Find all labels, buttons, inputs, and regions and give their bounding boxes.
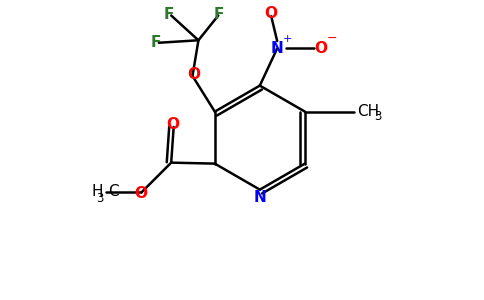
Text: O: O	[134, 186, 147, 201]
Text: O: O	[166, 117, 179, 132]
Text: C: C	[108, 184, 119, 200]
Text: CH: CH	[357, 104, 379, 119]
Text: O: O	[187, 68, 200, 82]
Text: F: F	[151, 35, 161, 50]
Text: N: N	[254, 190, 266, 205]
Text: N: N	[271, 41, 284, 56]
Text: F: F	[214, 7, 225, 22]
Text: 3: 3	[96, 192, 103, 205]
Text: 3: 3	[374, 110, 381, 123]
Text: H: H	[92, 184, 103, 200]
Text: O: O	[265, 6, 278, 21]
Text: F: F	[164, 7, 174, 22]
Text: +: +	[282, 34, 292, 44]
Text: O: O	[314, 41, 327, 56]
Text: −: −	[326, 32, 337, 45]
